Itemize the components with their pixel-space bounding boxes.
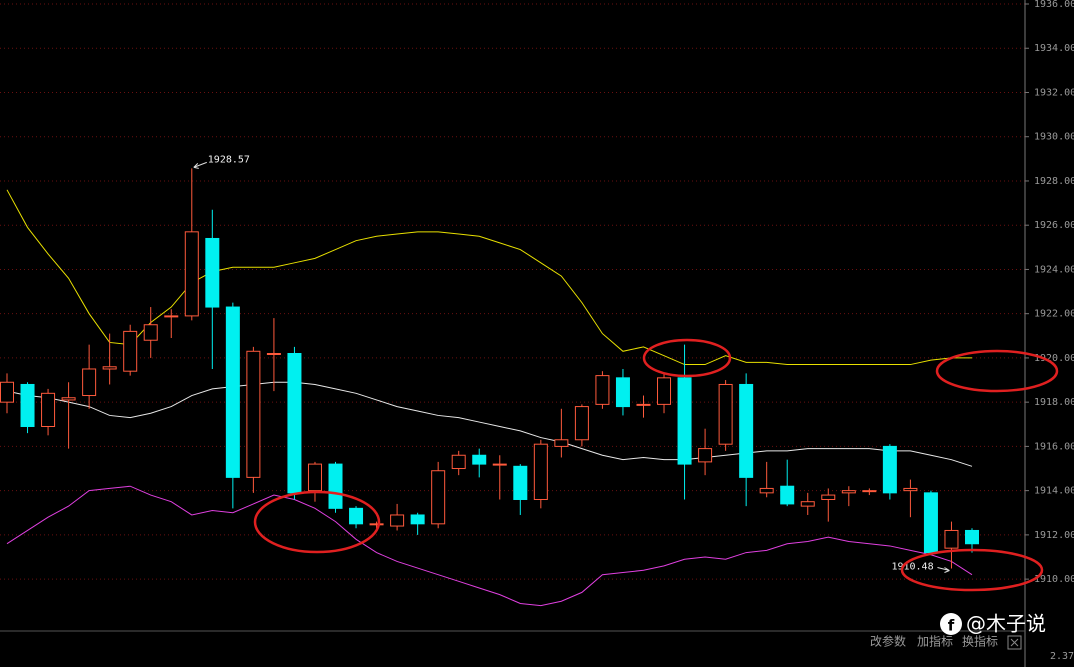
candle-body <box>205 237 220 308</box>
candle-body <box>780 485 795 505</box>
highlight-ellipse <box>935 349 1059 393</box>
candle-body <box>266 352 281 355</box>
bands <box>6 189 973 607</box>
candle-body <box>800 501 815 507</box>
low-arrow <box>937 567 950 573</box>
close-button[interactable] <box>1007 635 1022 650</box>
y-tick-label: 1920.00 <box>1034 353 1074 364</box>
candle-body <box>102 366 117 370</box>
y-tick-label: 1912.00 <box>1034 530 1074 541</box>
candle-body <box>328 463 343 509</box>
candle-body <box>184 231 199 317</box>
high-annotation: 1928.57 <box>208 154 250 165</box>
y-tick-label: 1928.00 <box>1034 176 1074 187</box>
y-tick-label: 1922.00 <box>1034 309 1074 320</box>
band-line <box>6 381 973 467</box>
candle-body <box>164 315 179 318</box>
candle-body <box>595 375 610 405</box>
candle-body <box>574 406 589 441</box>
band-line <box>6 189 972 366</box>
y-tick-label: 1910.00 <box>1034 574 1074 585</box>
candle-body <box>657 377 672 405</box>
candle-body <box>615 377 630 408</box>
y-tick-label: 1936.00 <box>1034 0 1074 10</box>
highlight-ellipse <box>642 338 732 378</box>
high-arrow <box>193 161 207 169</box>
candles <box>0 168 979 569</box>
candle-body <box>390 514 405 527</box>
toolbar-button[interactable]: 加指标 <box>917 634 953 649</box>
candle-body <box>123 330 138 372</box>
highlights <box>253 338 1059 592</box>
close-icon <box>1010 638 1019 647</box>
candle-body <box>513 465 528 500</box>
toolbar-button[interactable]: 换指标 <box>962 634 998 649</box>
y-tick-label: 1924.00 <box>1034 264 1074 275</box>
candle-body <box>431 470 446 525</box>
candle-body <box>533 443 548 500</box>
lower-panel-value: 2.37 <box>1050 651 1074 662</box>
candle-body <box>246 350 261 478</box>
highlight-ellipse <box>253 490 381 554</box>
candle-body <box>944 529 959 549</box>
candle-body <box>636 403 651 406</box>
low-annotation: 1910.48 <box>891 562 933 573</box>
watermark-icon-letter: f <box>948 617 955 635</box>
y-tick-label: 1934.00 <box>1034 43 1074 54</box>
toolbar-button[interactable]: 改参数 <box>870 634 906 649</box>
candle-body <box>369 523 384 526</box>
candle-body <box>841 490 856 494</box>
candle-body <box>41 392 56 427</box>
candle-body <box>882 445 897 494</box>
y-tick-label: 1918.00 <box>1034 397 1074 408</box>
candle-body <box>862 490 877 493</box>
candle-body <box>143 324 158 341</box>
candle-body <box>923 492 938 554</box>
candle-body <box>554 439 569 447</box>
candle-body <box>307 463 322 492</box>
candle-body <box>677 377 692 465</box>
candle-body <box>739 383 754 478</box>
annotations: 1928.57 1910.48 <box>193 154 950 573</box>
candle-body <box>718 383 733 445</box>
watermark: f @木子说 <box>940 612 1046 636</box>
highlight-ellipse <box>900 548 1044 592</box>
candle-body <box>965 529 979 545</box>
candle-body <box>0 381 14 403</box>
band-line <box>6 485 973 607</box>
close-box <box>1007 635 1022 650</box>
y-tick-label: 1930.00 <box>1034 132 1074 143</box>
candle-body <box>903 487 918 492</box>
candle-body <box>82 368 97 397</box>
watermark-text: @木子说 <box>966 612 1046 636</box>
y-tick-label: 1914.00 <box>1034 486 1074 497</box>
candle-body <box>349 507 364 525</box>
watermark-icon <box>940 613 962 635</box>
y-tick-label: 1926.00 <box>1034 220 1074 231</box>
candle-body <box>451 454 466 470</box>
candle-body <box>61 397 76 401</box>
candle-body <box>472 454 487 465</box>
candle-body <box>410 514 425 525</box>
candle-body <box>698 448 713 463</box>
candle-body <box>20 383 35 427</box>
candle-body <box>759 487 774 494</box>
candle-body <box>287 352 302 494</box>
candle-body <box>492 463 507 466</box>
y-axis: 1910.00 1912.00 1914.00 1916.00 1918.00 1920.… <box>1025 0 1074 585</box>
y-tick-label: 1932.00 <box>1034 87 1074 98</box>
candle-body <box>821 494 836 500</box>
grid <box>0 3 1025 580</box>
candle-body <box>225 306 240 478</box>
y-tick-label: 1916.00 <box>1034 441 1074 452</box>
